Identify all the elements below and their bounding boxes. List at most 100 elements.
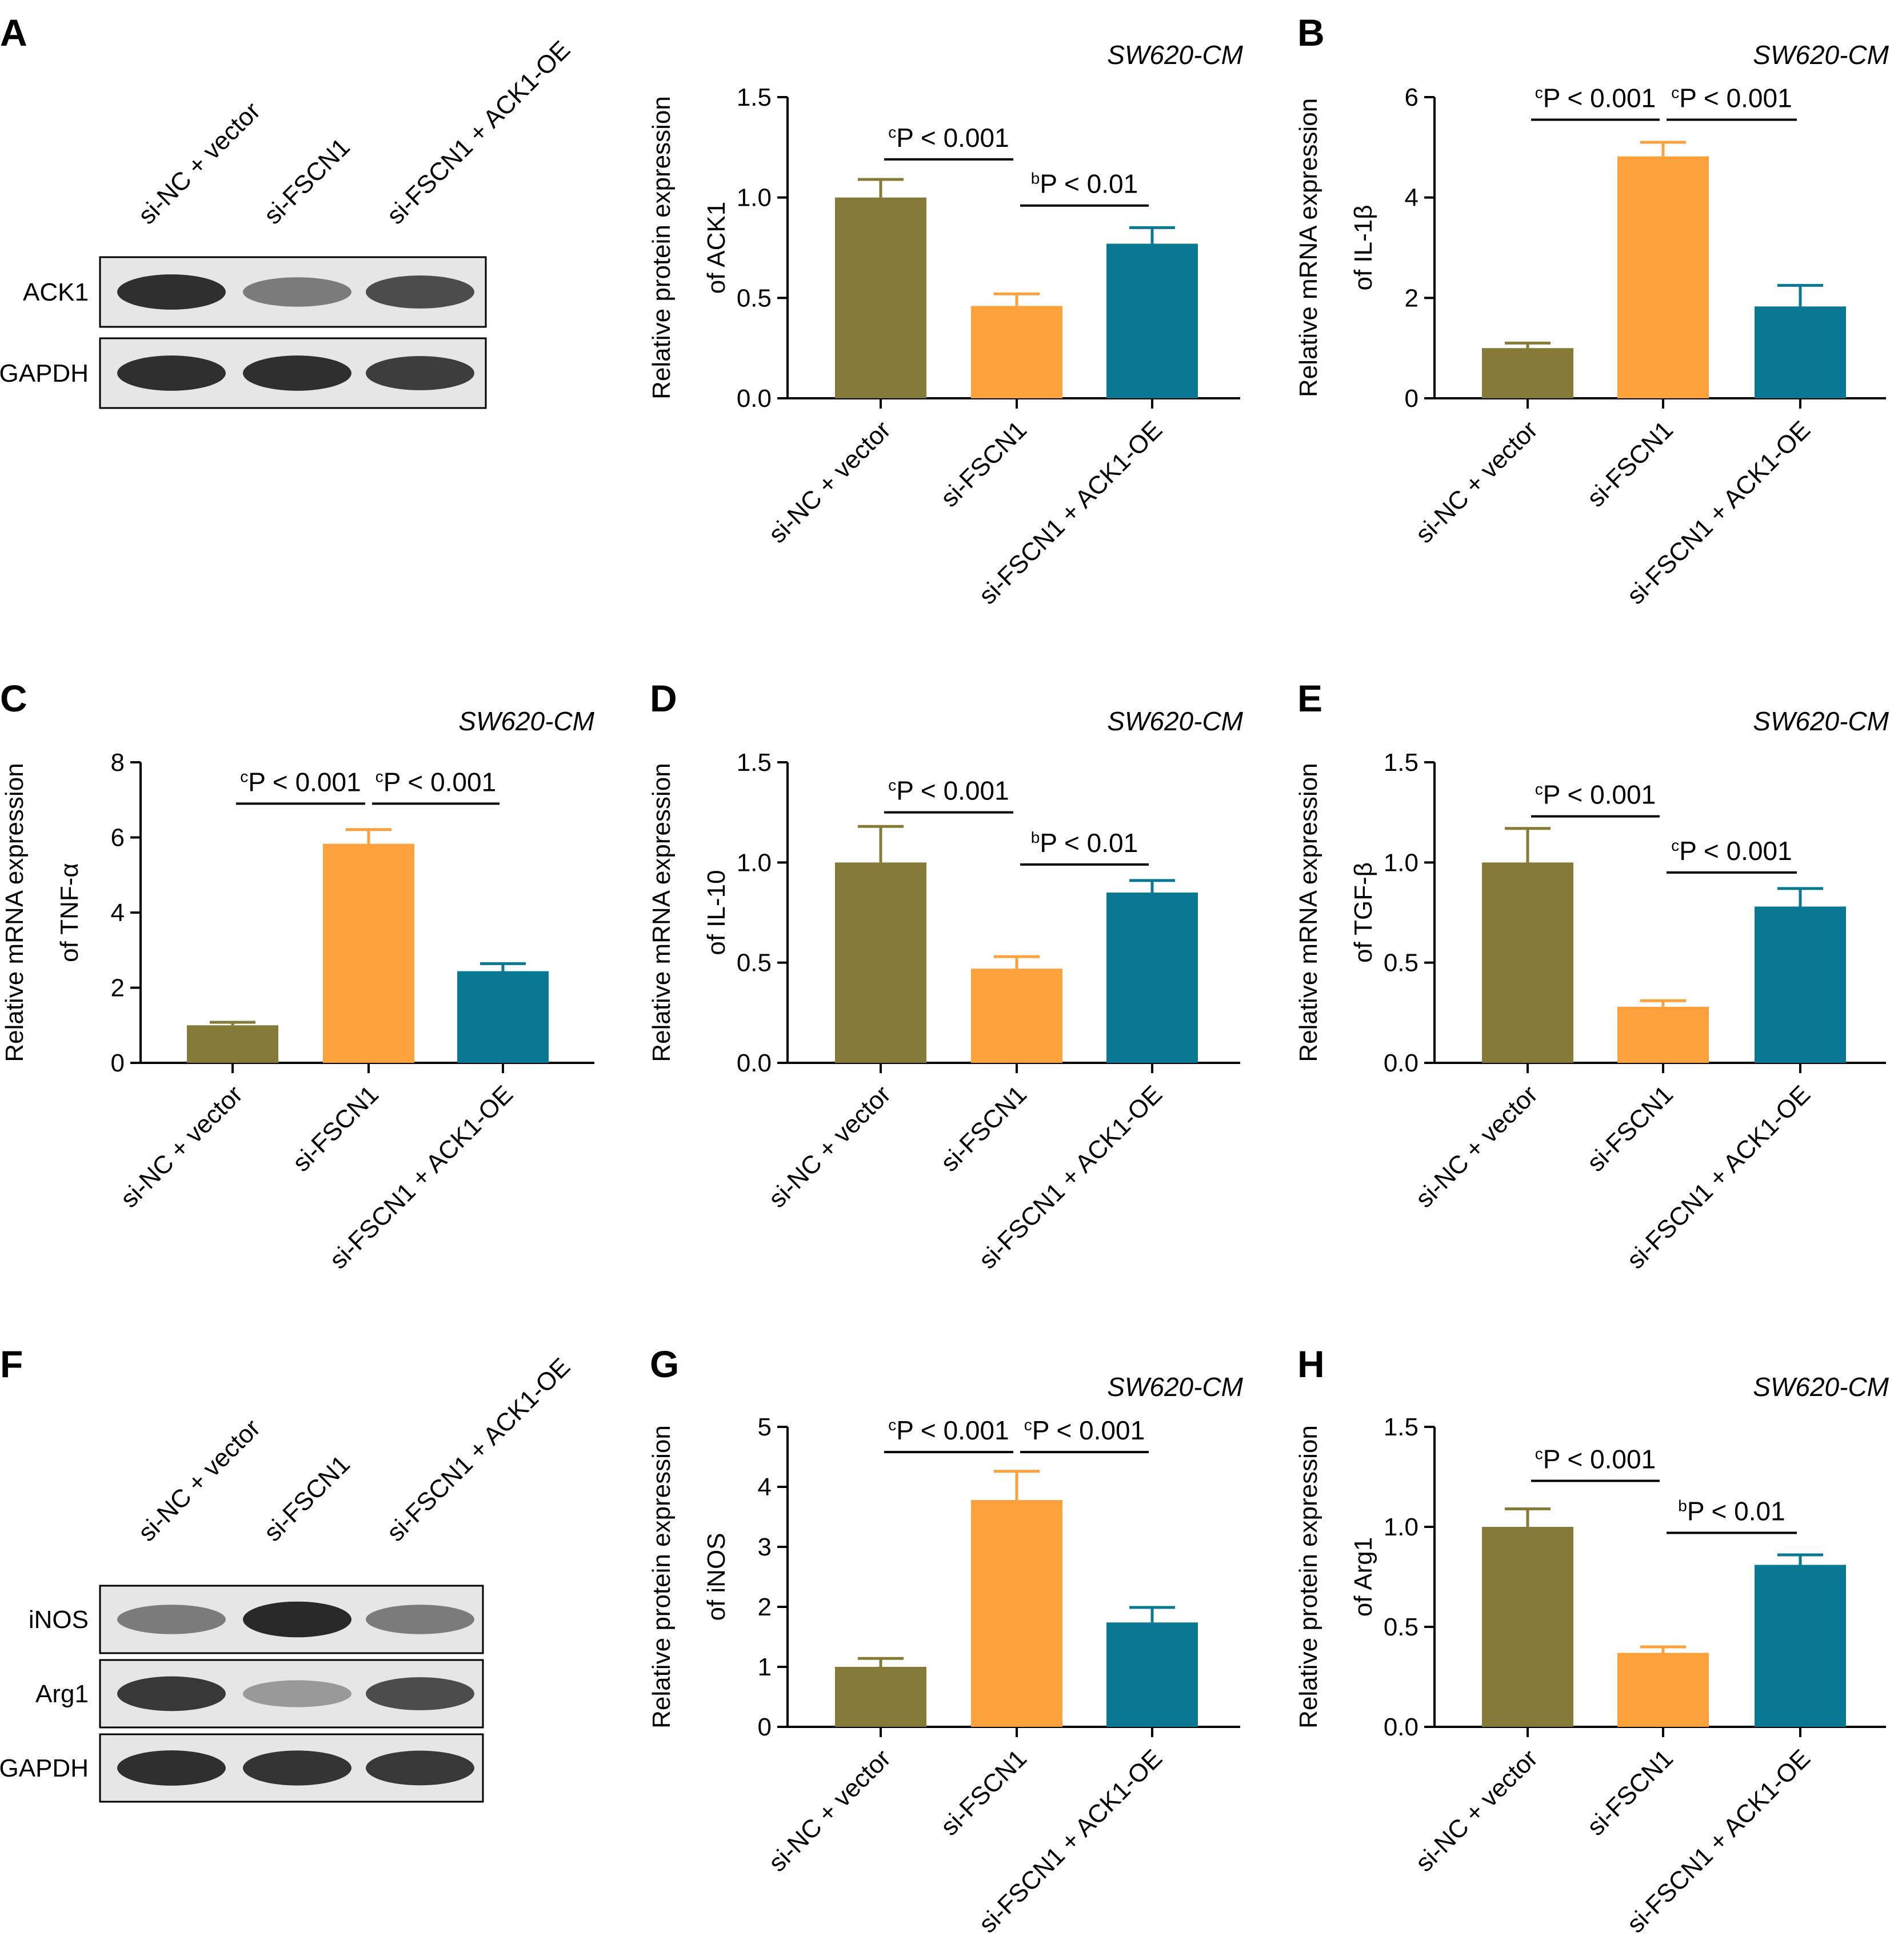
- blot-band: [243, 1750, 351, 1786]
- y-axis-label-line: Relative mRNA expression: [1, 763, 29, 1062]
- x-category-label: si-FSCN1: [936, 415, 1032, 512]
- y-tick-label: 1.5: [737, 749, 772, 777]
- blot-row-label: Arg1: [35, 1680, 89, 1708]
- significance-label: cP < 0.001: [375, 767, 496, 797]
- blot-lane-label: si-NC + vector: [133, 97, 266, 230]
- chart-condition-label: SW620-CM: [1107, 40, 1243, 70]
- blot-band: [117, 274, 226, 310]
- panel-letter: C: [0, 677, 27, 719]
- significance-label: cP < 0.001: [1024, 1415, 1145, 1445]
- significance-superscript: b: [1031, 170, 1040, 187]
- panel-letter: H: [1297, 1343, 1325, 1385]
- chart-condition-label: SW620-CM: [1753, 40, 1889, 70]
- y-tick-label: 0: [1405, 385, 1419, 413]
- significance-text: P < 0.01: [1040, 169, 1138, 199]
- y-axis-label: Relative protein expression of ACK1: [648, 96, 730, 399]
- y-tick-label: 3: [758, 1533, 772, 1561]
- blot-band: [243, 1601, 351, 1638]
- bar-2: [971, 969, 1062, 1063]
- significance-superscript: c: [1671, 837, 1679, 854]
- blot-row-label: GAPDH: [0, 1754, 89, 1782]
- significance-superscript: c: [375, 767, 383, 785]
- significance-text: P < 0.001: [383, 767, 496, 797]
- x-category-label: si-FSCN1: [1582, 415, 1679, 512]
- x-category-label: si-FSCN1: [287, 1080, 384, 1177]
- bar-3: [1755, 306, 1846, 398]
- significance-superscript: c: [888, 777, 896, 794]
- panel-letter: A: [0, 11, 27, 54]
- chart-condition-label: SW620-CM: [1753, 706, 1889, 736]
- blot-band: [243, 1680, 351, 1707]
- y-tick-label: 0.5: [1384, 1613, 1419, 1641]
- blot-lane-label: si-FSCN1: [258, 133, 355, 230]
- x-category-label: si-NC + vector: [763, 1080, 896, 1213]
- bar-1: [1482, 1527, 1573, 1727]
- significance-superscript: c: [888, 1416, 896, 1434]
- y-tick-label: 0.0: [737, 1049, 772, 1077]
- panel-letter: G: [650, 1343, 679, 1385]
- bar-2: [1617, 1653, 1709, 1727]
- y-tick-label: 0: [758, 1713, 772, 1741]
- bar-1: [835, 862, 926, 1063]
- bar-2: [323, 843, 414, 1063]
- significance-text: P < 0.001: [248, 767, 361, 797]
- significance-label: cP < 0.001: [240, 767, 361, 797]
- panel-letter: B: [1297, 11, 1325, 54]
- y-axis-label: Relative mRNA expression of TNF-α: [1, 763, 83, 1062]
- y-tick-label: 0.0: [737, 385, 772, 413]
- y-axis-label-line: of Arg1: [1349, 1537, 1377, 1617]
- y-tick-label: 8: [111, 749, 125, 777]
- blot-band: [366, 275, 474, 309]
- significance-superscript: c: [1535, 1445, 1543, 1463]
- blot-band: [366, 1605, 474, 1634]
- bar-1: [1482, 862, 1573, 1063]
- bar-1: [187, 1025, 278, 1063]
- blot-row-label: ACK1: [23, 278, 89, 306]
- chart-condition-label: SW620-CM: [458, 706, 594, 736]
- y-axis-label: Relative mRNA expression of TGF-β: [1294, 763, 1377, 1062]
- blot-band: [117, 1750, 226, 1786]
- y-tick-label: 1.0: [1384, 849, 1419, 877]
- y-tick-label: 1.5: [737, 83, 772, 111]
- panel-letter: A: [0, 11, 27, 54]
- x-category-label: si-NC + vector: [1410, 415, 1543, 549]
- bar-2: [1617, 1006, 1709, 1063]
- chart-panel-b: B SW620-CM 0 2 4 6 Relative mRNA expression of …: [1294, 11, 1889, 610]
- significance-text: P < 0.01: [1687, 1497, 1785, 1526]
- y-tick-label: 0.5: [1384, 949, 1419, 977]
- y-axis-label-line: Relative protein expression: [648, 1425, 676, 1729]
- significance-label: cP < 0.001: [1671, 83, 1792, 113]
- y-tick-label: 1.0: [1384, 1513, 1419, 1541]
- significance-superscript: c: [888, 123, 896, 141]
- significance-label: cP < 0.001: [888, 123, 1009, 153]
- y-tick-label: 1.0: [737, 184, 772, 212]
- y-axis-label-line: of IL-1β: [1349, 205, 1377, 290]
- y-tick-label: 0.0: [1384, 1049, 1419, 1077]
- panel-letter: F: [0, 1343, 23, 1385]
- y-tick-label: 6: [111, 824, 125, 852]
- significance-superscript: c: [1024, 1416, 1032, 1434]
- significance-label: bP < 0.01: [1678, 1497, 1785, 1526]
- blot-lane-label: si-NC + vector: [133, 1414, 266, 1547]
- y-axis-label-line: Relative protein expression: [648, 96, 676, 399]
- y-tick-label: 4: [758, 1473, 772, 1501]
- blot-band: [366, 1677, 474, 1710]
- x-category-label: si-FSCN1: [936, 1080, 1032, 1177]
- significance-superscript: b: [1678, 1497, 1687, 1515]
- y-axis-label-line: of ACK1: [702, 202, 730, 294]
- y-axis-label-line: of TGF-β: [1349, 862, 1377, 963]
- y-axis-label: Relative mRNA expression of IL-1β: [1294, 98, 1377, 397]
- y-tick-label: 5: [758, 1413, 772, 1441]
- bar-1: [835, 1667, 926, 1727]
- y-axis-label-line: Relative mRNA expression: [1294, 98, 1322, 397]
- blot-band: [117, 1605, 226, 1634]
- bar-3: [1755, 906, 1846, 1063]
- x-category-label: si-FSCN1: [1582, 1080, 1679, 1177]
- blot-band: [366, 1750, 474, 1786]
- y-tick-label: 0: [111, 1049, 125, 1077]
- chart-condition-label: SW620-CM: [1107, 706, 1243, 736]
- y-tick-label: 0.5: [737, 949, 772, 977]
